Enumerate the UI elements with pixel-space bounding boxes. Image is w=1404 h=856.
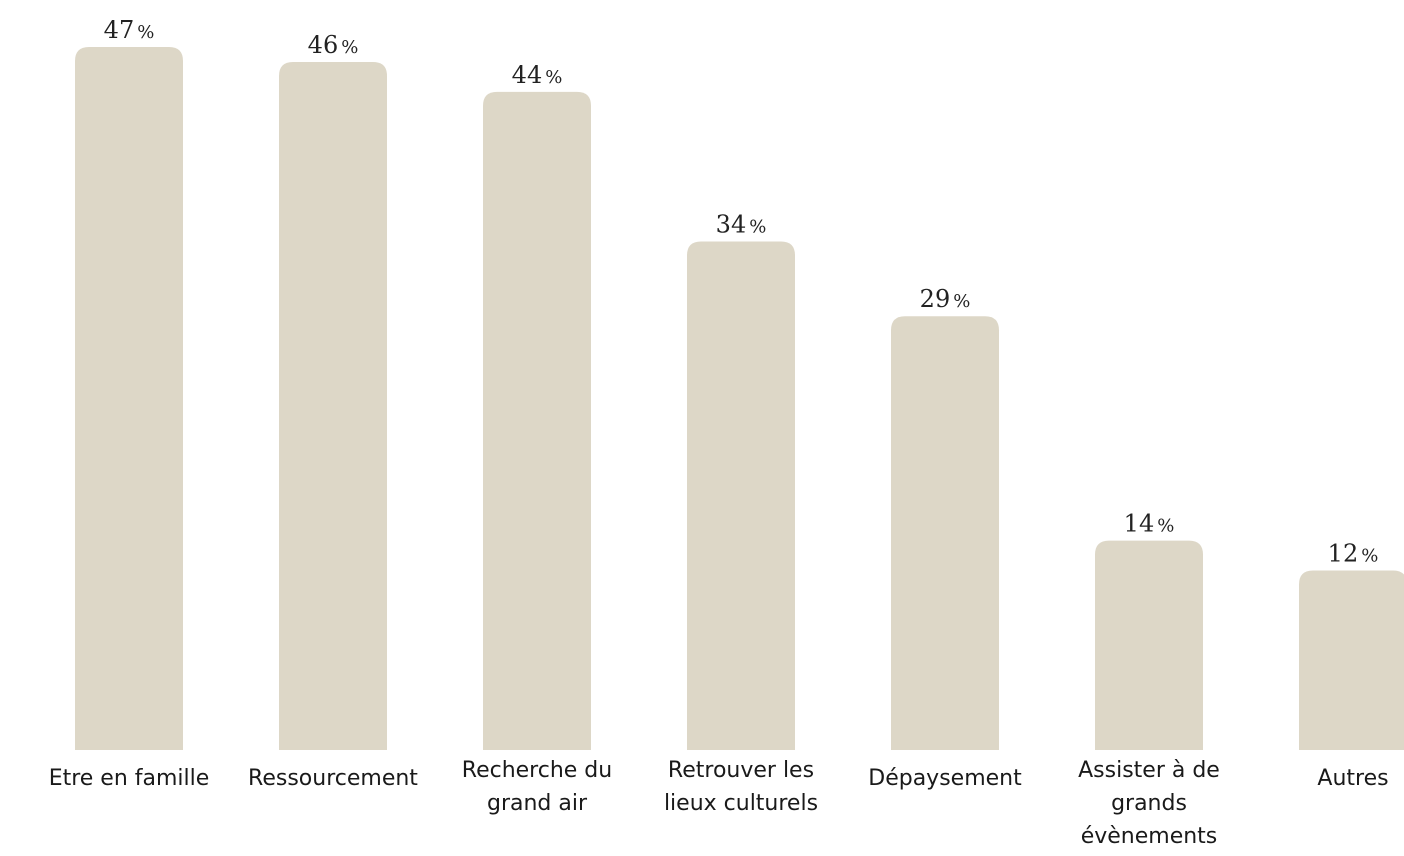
value-labels-group: 47% 46 % 44 % 34 % 29 % 14 % 12% bbox=[104, 16, 1379, 568]
value-label-1: 47% bbox=[104, 16, 155, 44]
bar-3 bbox=[483, 91, 591, 751]
value-label-7: 12% bbox=[1328, 540, 1379, 568]
category-label-4: Retrouver les lieux culturels bbox=[664, 758, 818, 816]
value-label-5: 29% bbox=[920, 285, 971, 313]
bars-group bbox=[75, 47, 1404, 751]
category-labels-group: Etre en famille Ressourcement Recherche du… bbox=[49, 758, 1389, 849]
category-label-5: Dépaysement bbox=[868, 766, 1022, 791]
bar-5 bbox=[891, 316, 999, 750]
bar-1 bbox=[75, 47, 183, 750]
category-label-1: Etre en famille bbox=[49, 766, 210, 791]
bar-7 bbox=[1299, 570, 1404, 750]
category-label-3: Recherche du grand air bbox=[462, 758, 612, 816]
value-label-3: 44% bbox=[512, 61, 563, 89]
bar-4 bbox=[687, 241, 795, 750]
bar-6 bbox=[1095, 540, 1203, 750]
value-label-6: 14% bbox=[1124, 510, 1175, 538]
value-label-4: 34% bbox=[716, 210, 767, 238]
category-label-6: Assister à de grands évènements bbox=[1078, 758, 1220, 849]
category-label-7: Autres bbox=[1317, 766, 1388, 791]
value-label-2: 46% bbox=[308, 31, 359, 59]
category-label-2: Ressourcement bbox=[248, 766, 418, 791]
bar-2 bbox=[279, 61, 387, 750]
